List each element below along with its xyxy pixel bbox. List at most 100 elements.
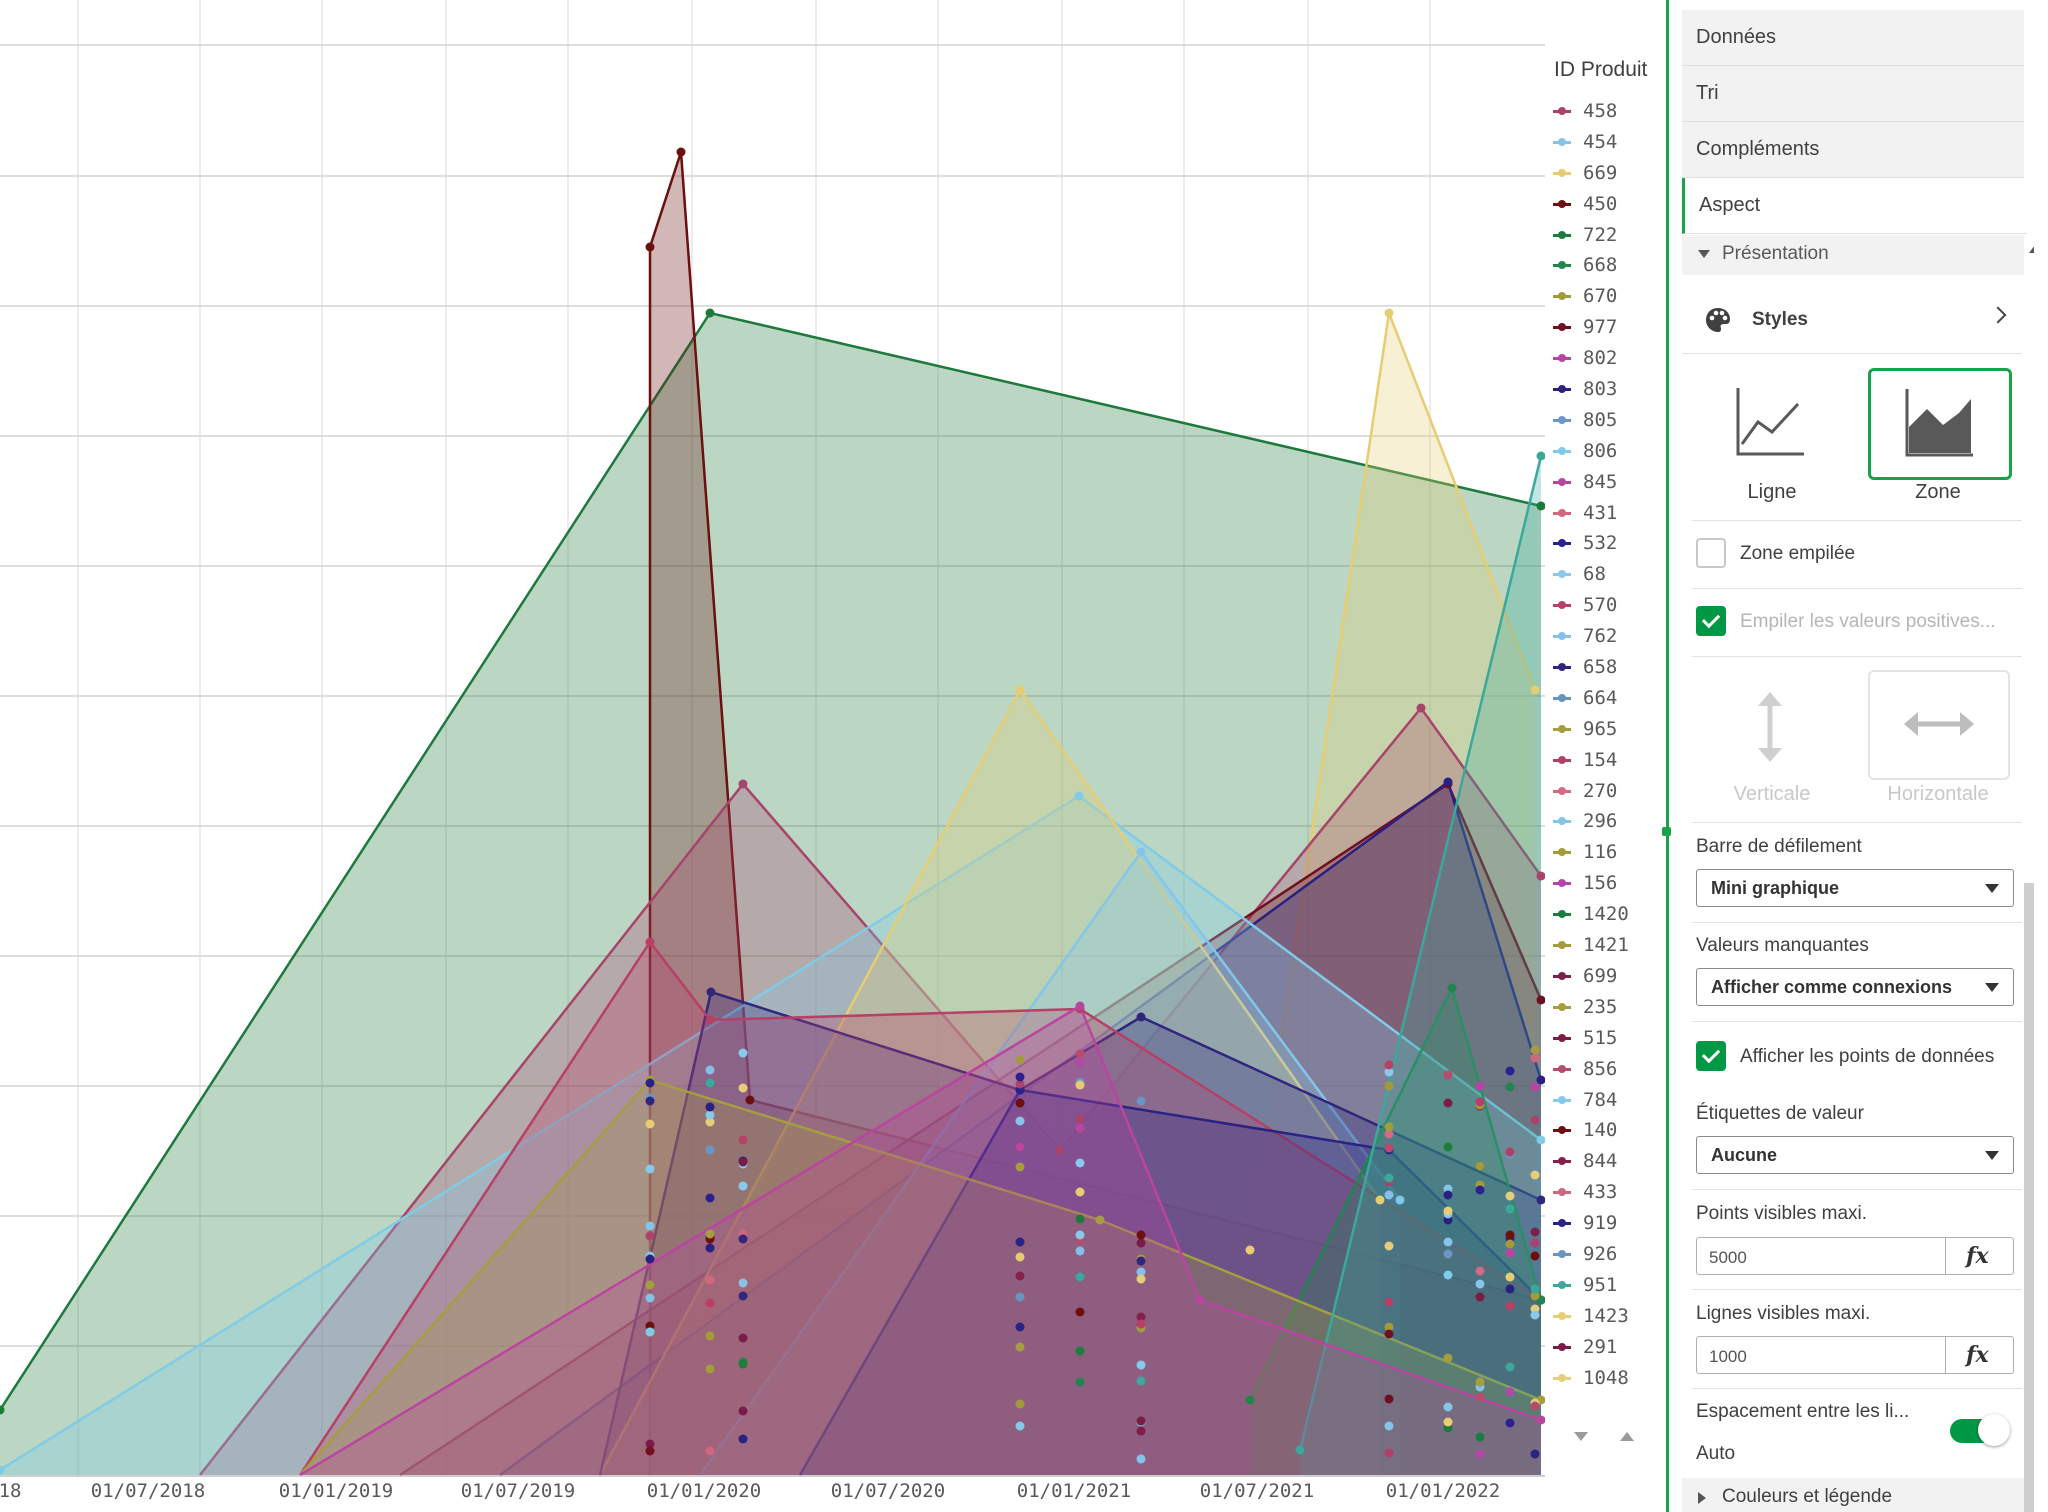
- data-point: [1015, 1055, 1025, 1065]
- legend-item[interactable]: 431: [1545, 498, 1665, 529]
- legend-item[interactable]: 154: [1545, 745, 1665, 776]
- data-point: [1536, 871, 1545, 881]
- style-option-zone[interactable]: [1868, 368, 2012, 480]
- stacked-zone-checkbox[interactable]: [1696, 538, 1726, 568]
- legend-swatch: [1553, 971, 1571, 980]
- legend-swatch: [1553, 107, 1571, 115]
- max-lines-fx-button[interactable]: fx: [1945, 1336, 2014, 1374]
- legend-scroll-up-icon[interactable]: [1620, 1432, 1634, 1441]
- legend-item[interactable]: 668: [1545, 250, 1665, 281]
- legend-item[interactable]: 458: [1545, 96, 1665, 127]
- panel-divider[interactable]: [1666, 0, 1669, 1512]
- legend-item[interactable]: 433: [1545, 1177, 1665, 1208]
- chart-area[interactable]: 18 01/07/2018 01/01/2019 01/07/2019 01/01/20…: [0, 0, 1545, 1512]
- legend-label: 515: [1583, 1026, 1618, 1049]
- legend-item[interactable]: 570: [1545, 590, 1665, 621]
- data-point: [1136, 1267, 1146, 1277]
- legend-item[interactable]: 1048: [1545, 1363, 1665, 1394]
- nav-appearance[interactable]: Aspect: [1682, 178, 2027, 234]
- legend-item[interactable]: 965: [1545, 714, 1665, 745]
- legend-item[interactable]: 454: [1545, 127, 1665, 158]
- legend-label: 454: [1583, 130, 1618, 153]
- legend-item[interactable]: 699: [1545, 961, 1665, 992]
- legend-item[interactable]: 951: [1545, 1270, 1665, 1301]
- legend-item[interactable]: 669: [1545, 158, 1665, 189]
- legend-item[interactable]: 845: [1545, 467, 1665, 498]
- legend-swatch: [1553, 632, 1571, 641]
- legend-item[interactable]: 450: [1545, 189, 1665, 220]
- legend-item[interactable]: 658: [1545, 652, 1665, 683]
- legend-item[interactable]: 1423: [1545, 1301, 1665, 1332]
- styles-row[interactable]: Styles: [1682, 287, 2022, 354]
- data-point: [645, 1119, 655, 1129]
- section-colors-legend[interactable]: Couleurs et légende: [1682, 1478, 2024, 1512]
- missing-values-select[interactable]: Afficher comme connexions: [1696, 968, 2014, 1006]
- legend-item[interactable]: 805: [1545, 405, 1665, 436]
- data-point: [738, 1083, 748, 1093]
- scrollbar-label: Barre de défilement: [1696, 836, 1862, 857]
- legend-item[interactable]: 762: [1545, 621, 1665, 652]
- show-points-checkbox[interactable]: [1696, 1041, 1726, 1071]
- stack-positive-checkbox[interactable]: [1696, 606, 1726, 636]
- section-presentation[interactable]: Présentation: [1682, 235, 2024, 275]
- max-points-input[interactable]: 5000: [1696, 1237, 1946, 1275]
- legend-item[interactable]: 515: [1545, 1023, 1665, 1054]
- legend-item[interactable]: 784: [1545, 1085, 1665, 1116]
- collapse-up-icon[interactable]: [2029, 245, 2034, 253]
- data-point: [1015, 1116, 1025, 1126]
- nav-addons[interactable]: Compléments: [1682, 122, 2024, 178]
- legend-item[interactable]: 532: [1545, 528, 1665, 559]
- legend-item[interactable]: 802: [1545, 343, 1665, 374]
- legend-item[interactable]: 140: [1545, 1115, 1665, 1146]
- legend-item[interactable]: 116: [1545, 837, 1665, 868]
- legend-item[interactable]: 270: [1545, 776, 1665, 807]
- legend-item[interactable]: 926: [1545, 1239, 1665, 1270]
- legend-swatch: [1553, 415, 1571, 424]
- max-points-fx-button[interactable]: fx: [1945, 1237, 2014, 1275]
- data-point: [1384, 1122, 1394, 1132]
- line-spacing-toggle[interactable]: [1950, 1414, 2010, 1446]
- nav-data[interactable]: Données: [1682, 10, 2024, 66]
- legend-item[interactable]: 1420: [1545, 899, 1665, 930]
- legend-swatch: [1553, 1249, 1571, 1258]
- legend-item[interactable]: 156: [1545, 868, 1665, 899]
- legend-item[interactable]: 68: [1545, 559, 1665, 590]
- legend-scroll-down-icon[interactable]: [1574, 1432, 1588, 1441]
- series-area-669: [600, 690, 1380, 1475]
- value-labels-select[interactable]: Aucune: [1696, 1136, 2014, 1174]
- legend-item[interactable]: 670: [1545, 281, 1665, 312]
- legend-label: 270: [1583, 779, 1618, 802]
- legend-item[interactable]: 235: [1545, 992, 1665, 1023]
- data-point: [1075, 1123, 1085, 1133]
- series-area-803: [500, 782, 1541, 1475]
- scrollbar-select[interactable]: Mini graphique: [1696, 869, 2014, 907]
- stacked-zone-label: Zone empilée: [1740, 543, 1856, 564]
- max-lines-input[interactable]: 1000: [1696, 1336, 1946, 1374]
- legend-item[interactable]: 806: [1545, 436, 1665, 467]
- legend-item[interactable]: 844: [1545, 1146, 1665, 1177]
- style-option-line[interactable]: [1702, 368, 1840, 474]
- legend-item[interactable]: 919: [1545, 1208, 1665, 1239]
- legend-item[interactable]: 803: [1545, 374, 1665, 405]
- orientation-vertical-label: Verticale: [1733, 783, 1811, 805]
- panel-scrollbar[interactable]: [2024, 883, 2034, 1512]
- nav-sort[interactable]: Tri: [1682, 66, 2024, 122]
- data-point: [1384, 1329, 1394, 1339]
- orientation-vertical: [1702, 672, 1840, 778]
- legend-item[interactable]: 296: [1545, 806, 1665, 837]
- area-chart[interactable]: 18 01/07/2018 01/01/2019 01/07/2019 01/01/20…: [0, 0, 1545, 1512]
- show-points-label: Afficher les points de données: [1740, 1046, 1995, 1067]
- legend-item[interactable]: 722: [1545, 220, 1665, 251]
- data-point: [1075, 1187, 1085, 1197]
- legend-item[interactable]: 856: [1545, 1054, 1665, 1085]
- legend-item[interactable]: 977: [1545, 312, 1665, 343]
- data-point: [1075, 1377, 1085, 1387]
- legend-item[interactable]: 664: [1545, 683, 1665, 714]
- legend-label: 668: [1583, 254, 1618, 277]
- divider-handle[interactable]: [1662, 827, 1671, 836]
- data-point: [1095, 1215, 1105, 1225]
- data-point: [1505, 1248, 1515, 1258]
- legend-item[interactable]: 291: [1545, 1332, 1665, 1363]
- legend-item[interactable]: 1421: [1545, 930, 1665, 961]
- data-point: [705, 1446, 715, 1456]
